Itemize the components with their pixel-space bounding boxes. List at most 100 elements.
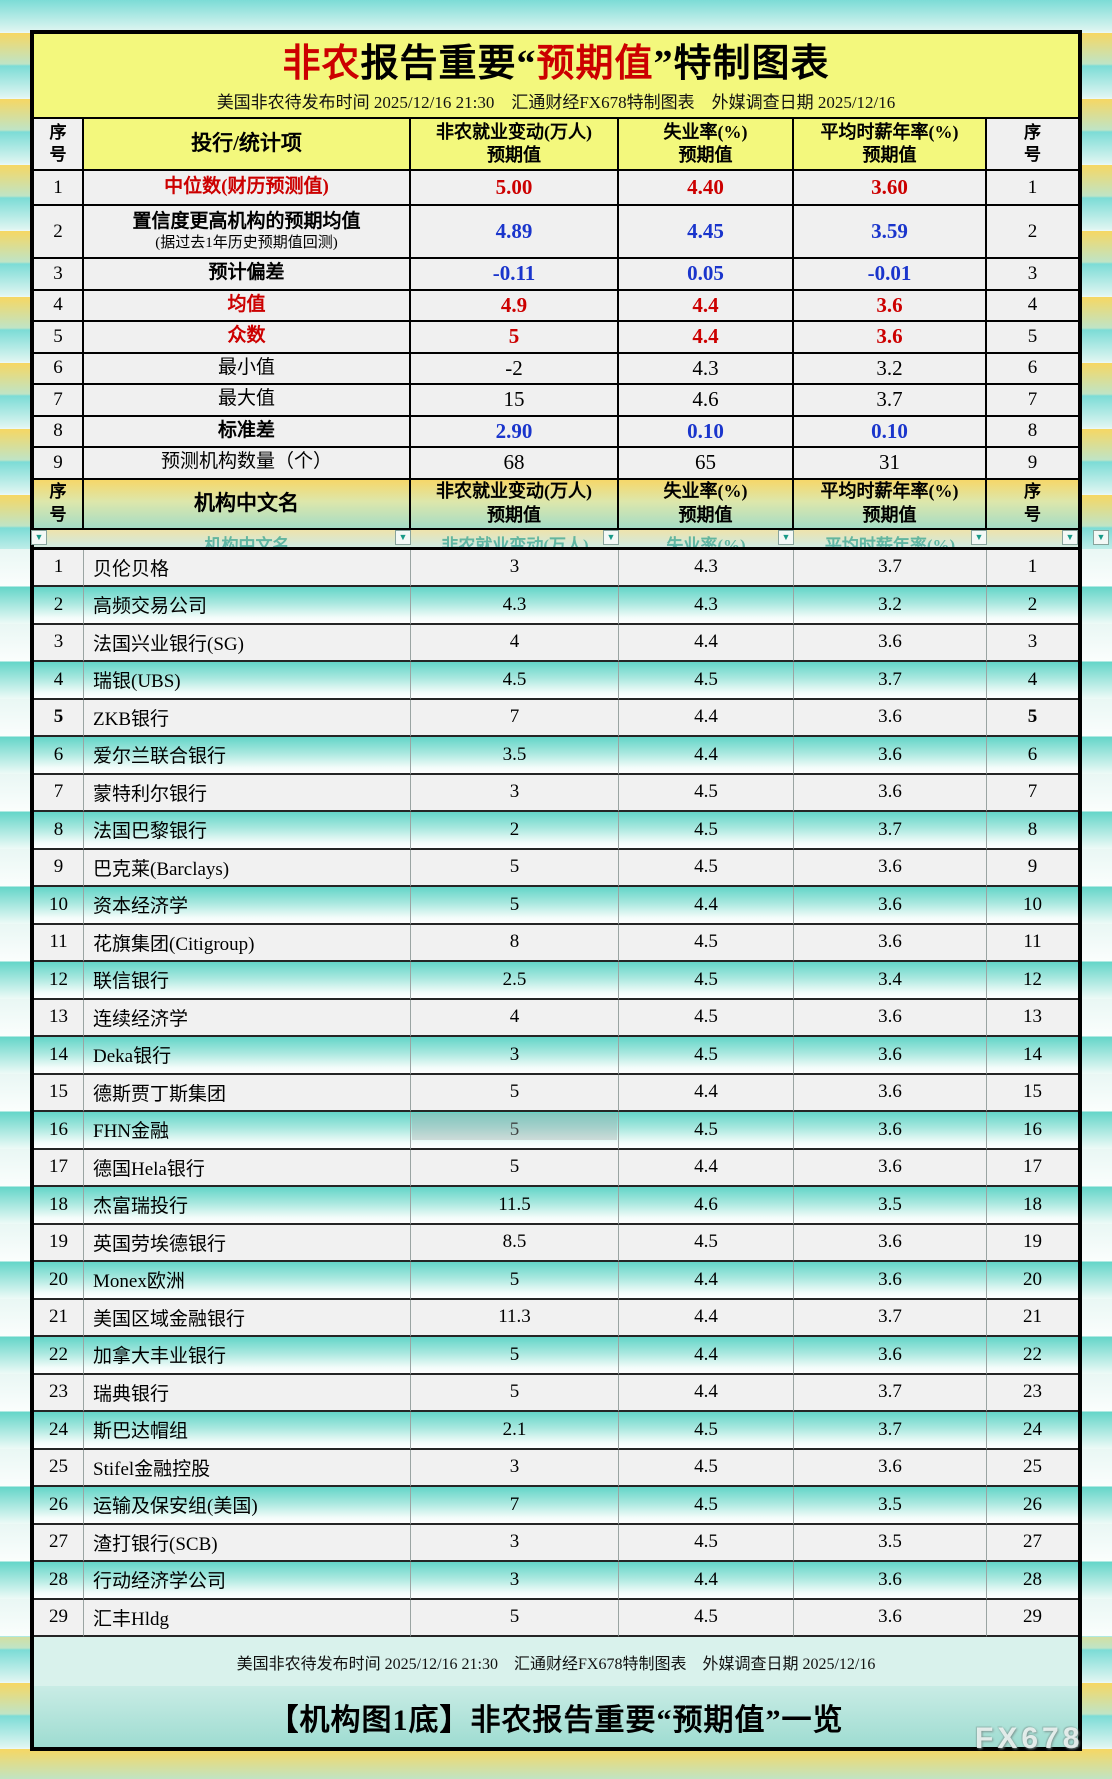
institution-value-nfp: 2: [411, 812, 619, 850]
institution-value-wage: 3.7: [794, 812, 987, 850]
institution-value-nfp: 8.5: [411, 1224, 619, 1262]
institution-seq-right: 6: [987, 737, 1078, 775]
institution-value-nfp: 5: [411, 1262, 619, 1300]
stats-header-item: 投行/统计项: [84, 119, 411, 171]
institution-value-wage: 3.7: [794, 1412, 987, 1450]
stats-label-main: 众数: [227, 325, 266, 347]
stats-value-nfp: 4.9: [411, 290, 619, 322]
institution-seq-right: 21: [987, 1299, 1078, 1337]
stats-value-nfp: 4.89: [411, 206, 619, 259]
autofilter-label-unemployment: 失业率(%): [666, 535, 746, 547]
stats-value-nfp: 68: [411, 448, 619, 480]
institution-name: 行动经济学公司: [84, 1562, 411, 1600]
filter-dropdown-button[interactable]: ▼: [1062, 529, 1078, 545]
stats-value-unemployment: 65: [619, 448, 794, 480]
institution-seq-right: 13: [987, 999, 1078, 1037]
institution-row: 1 贝伦贝格 3 4.3 3.7 1: [34, 549, 1078, 587]
stats-label-main: 最小值: [217, 356, 275, 378]
institution-value-nfp: 3: [411, 1524, 619, 1562]
stats-seq-right: 2: [987, 206, 1078, 259]
institution-value-wage: 3.6: [794, 1262, 987, 1300]
institution-value-wage: 3.6: [794, 924, 987, 962]
title-segment-nfp: 非农: [282, 43, 361, 85]
institution-value-nfp: 5: [411, 1074, 619, 1112]
institution-value-nfp: 4.3: [411, 587, 619, 625]
stats-header-nfp: 非农就业变动(万人) 预期值: [411, 119, 619, 171]
institution-value-wage: 3.6: [794, 624, 987, 662]
stats-row: 5 众数 5 4.4 3.6 5: [34, 322, 1078, 354]
autofilter-ghost-labels: 机构中文名 非农就业变动(万人) 失业率(%) 平均时薪年率(%): [34, 530, 1078, 547]
filter-dropdown-button[interactable]: ▼: [778, 529, 794, 545]
institution-value-nfp: 11.3: [411, 1299, 619, 1337]
institution-row: 4 瑞银(UBS) 4.5 4.5 3.7 4: [34, 662, 1078, 700]
stats-label: 预测机构数量（个）: [84, 448, 411, 480]
title-segment-expected: 预期值: [536, 43, 654, 85]
stats-value-unemployment: 4.3: [619, 353, 794, 385]
institution-seq-right: 8: [987, 812, 1078, 850]
institution-seq-right: 24: [987, 1412, 1078, 1450]
institution-value-unemployment: 4.5: [619, 774, 794, 812]
institution-value-nfp: 5: [411, 849, 619, 887]
institution-value-unemployment: 4.5: [619, 924, 794, 962]
institution-name: FHN金融: [84, 1112, 411, 1150]
institution-row: 26 运输及保安组(美国) 7 4.5 3.5 26: [34, 1487, 1078, 1525]
institution-row: 22 加拿大丰业银行 5 4.4 3.6 22: [34, 1337, 1078, 1375]
filter-dropdown-button[interactable]: ▼: [395, 529, 411, 545]
institution-value-unemployment: 4.5: [619, 962, 794, 1000]
institution-seq-right: 4: [987, 662, 1078, 700]
stats-row: 1 中位数(财历预测值) 5.00 4.40 3.60 1: [34, 171, 1078, 206]
institution-seq-left: 3: [34, 624, 84, 662]
institution-name: 德斯贾丁斯集团: [84, 1074, 411, 1112]
institution-seq-left: 22: [34, 1337, 84, 1375]
filter-dropdown-button[interactable]: ▼: [603, 529, 619, 545]
left-row-stripe: [0, 549, 30, 1637]
institution-seq-left: 27: [34, 1524, 84, 1562]
bottom-title-band: 【机构图1底】非农报告重要“预期值”一览: [34, 1686, 1078, 1747]
institution-value-wage: 3.6: [794, 887, 987, 925]
stats-value-nfp: -0.11: [411, 259, 619, 291]
institution-seq-left: 9: [34, 849, 84, 887]
institution-seq-left: 29: [34, 1599, 84, 1637]
stats-value-unemployment: 4.6: [619, 385, 794, 417]
institution-value-wage: 3.6: [794, 1449, 987, 1487]
stats-value-wage: 3.2: [794, 353, 987, 385]
stats-value-unemployment: 4.45: [619, 206, 794, 259]
institution-value-wage: 3.7: [794, 662, 987, 700]
institution-value-unemployment: 4.5: [619, 1524, 794, 1562]
institution-name: Deka银行: [84, 1037, 411, 1075]
institution-value-unemployment: 4.4: [619, 1562, 794, 1600]
institution-name: 法国巴黎银行: [84, 812, 411, 850]
institution-seq-right: 5: [987, 699, 1078, 737]
institution-seq-right: 22: [987, 1337, 1078, 1375]
stats-value-wage: 3.6: [794, 290, 987, 322]
institution-seq-right: 17: [987, 1149, 1078, 1187]
filter-dropdown-button[interactable]: ▼: [31, 529, 47, 545]
institution-value-unemployment: 4.5: [619, 662, 794, 700]
institution-name: 瑞银(UBS): [84, 662, 411, 700]
stats-seq-left: 4: [34, 290, 84, 322]
institution-seq-right: 29: [987, 1599, 1078, 1637]
institution-value-wage: 3.7: [794, 1299, 987, 1337]
institution-value-unemployment: 4.6: [619, 1187, 794, 1225]
institution-value-nfp: 5: [411, 1149, 619, 1187]
stats-seq-left: 6: [34, 353, 84, 385]
institution-row: 18 杰富瑞投行 11.5 4.6 3.5 18: [34, 1187, 1078, 1225]
institution-seq-right: 2: [987, 587, 1078, 625]
institution-row: 19 英国劳埃德银行 8.5 4.5 3.6 19: [34, 1224, 1078, 1262]
institution-seq-left: 17: [34, 1149, 84, 1187]
filter-dropdown-button[interactable]: ▼: [971, 529, 987, 545]
institution-header-name: 机构中文名: [84, 479, 411, 530]
institution-value-wage: 3.6: [794, 1037, 987, 1075]
institution-name: 德国Hela银行: [84, 1149, 411, 1187]
stats-value-wage: 3.7: [794, 385, 987, 417]
institution-value-unemployment: 4.4: [619, 737, 794, 775]
institution-value-unemployment: 4.4: [619, 1337, 794, 1375]
filter-dropdown-button[interactable]: ▼: [1093, 529, 1109, 545]
institution-value-unemployment: 4.4: [619, 1374, 794, 1412]
institution-seq-right: 28: [987, 1562, 1078, 1600]
institution-value-wage: 3.6: [794, 774, 987, 812]
institution-seq-left: 23: [34, 1374, 84, 1412]
title-block: 非农报告重要“预期值”特制图表 美国非农待发布时间 2025/12/16 21:…: [34, 34, 1078, 119]
institution-value-unemployment: 4.5: [619, 1037, 794, 1075]
institution-value-wage: 3.2: [794, 587, 987, 625]
